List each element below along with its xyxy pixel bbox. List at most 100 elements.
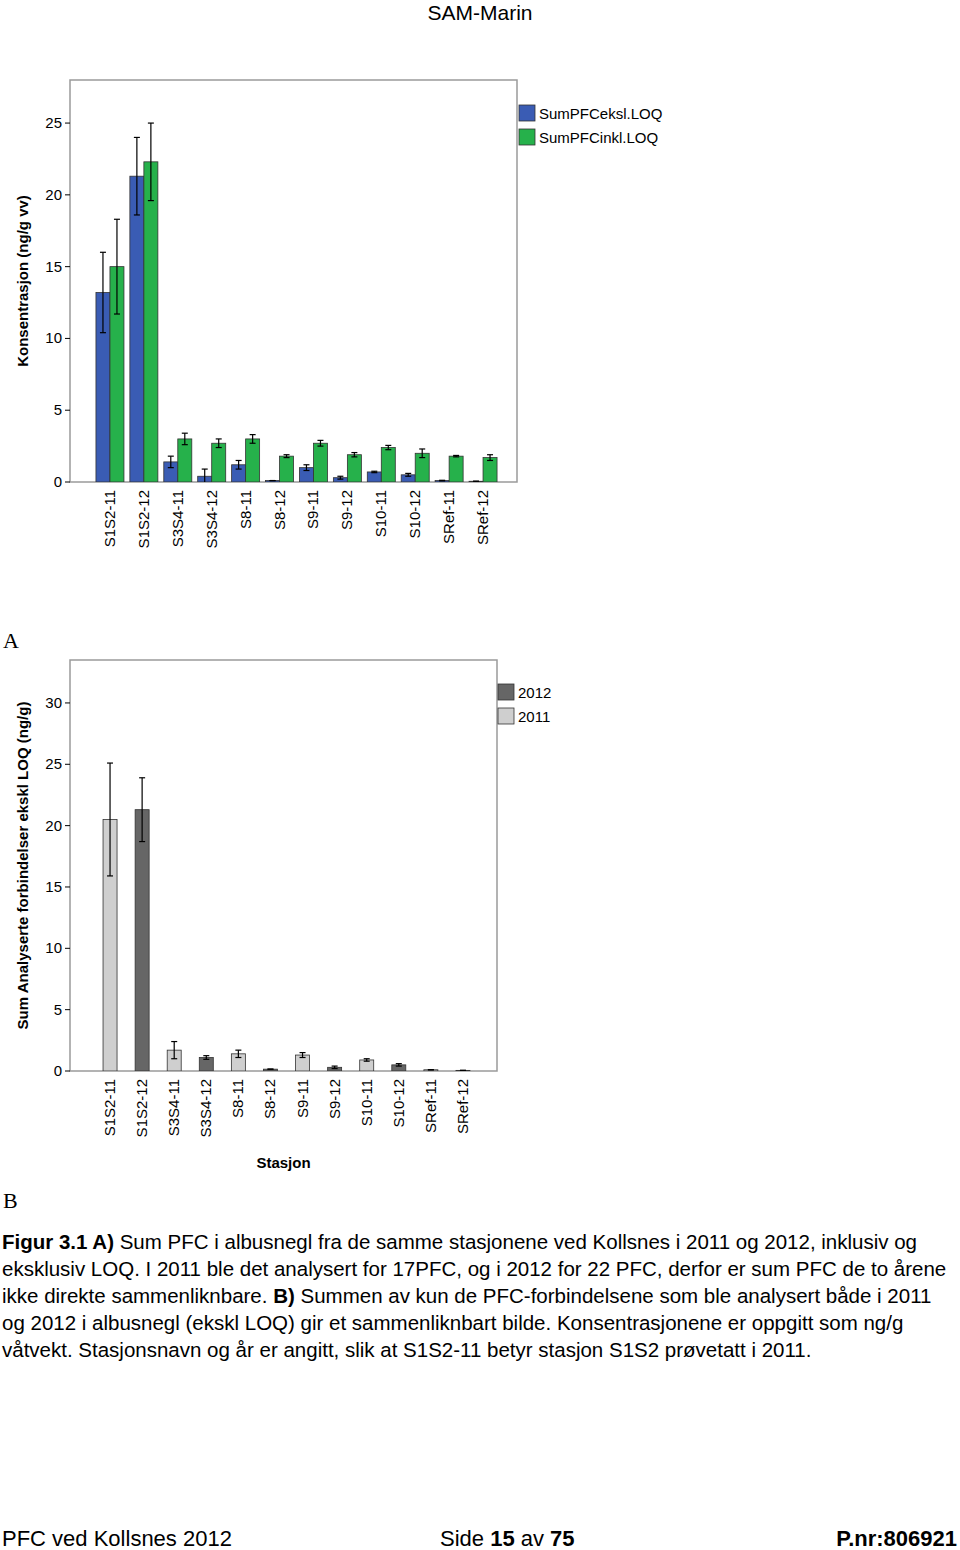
legend-swatch bbox=[498, 708, 514, 724]
x-tick-label: S9-12 bbox=[326, 1079, 343, 1119]
y-tick-label: 10 bbox=[45, 939, 62, 956]
y-tick-label: 20 bbox=[45, 186, 62, 203]
x-tick-label: S3S4-11 bbox=[169, 490, 186, 547]
bar bbox=[135, 810, 149, 1071]
x-tick-label: S3S4-12 bbox=[203, 490, 220, 548]
bar bbox=[483, 458, 497, 482]
y-tick bbox=[65, 1009, 70, 1010]
error-bar bbox=[453, 455, 459, 456]
error-bar bbox=[303, 465, 309, 471]
x-tick-label: S9-11 bbox=[304, 490, 321, 529]
error-bar bbox=[487, 455, 493, 461]
x-tick-label: SRef-12 bbox=[474, 490, 491, 545]
panel-label: B bbox=[3, 1188, 18, 1213]
y-tick bbox=[65, 948, 70, 949]
error-bar bbox=[270, 480, 276, 481]
error-bar bbox=[182, 433, 188, 444]
bar bbox=[424, 1070, 438, 1071]
error-bar bbox=[332, 1066, 338, 1068]
legend-label: 2012 bbox=[518, 684, 551, 701]
y-tick bbox=[65, 266, 70, 267]
error-bar bbox=[107, 763, 113, 876]
legend-swatch bbox=[498, 684, 514, 700]
y-tick bbox=[65, 338, 70, 339]
x-tick-label: S1S2-12 bbox=[135, 490, 152, 548]
x-tick-label: S1S2-11 bbox=[101, 1079, 118, 1136]
footer-page: 75 bbox=[550, 1526, 574, 1550]
x-tick-label: S8-11 bbox=[229, 1079, 246, 1118]
marks bbox=[96, 123, 497, 482]
bar bbox=[130, 176, 144, 482]
bar bbox=[266, 481, 280, 482]
error-bar bbox=[428, 1069, 434, 1070]
error-bar bbox=[235, 1050, 241, 1057]
y-tick bbox=[65, 886, 70, 887]
error-bar bbox=[202, 469, 208, 482]
y-tick bbox=[65, 482, 70, 483]
bar bbox=[178, 439, 192, 482]
bar bbox=[296, 1055, 310, 1071]
error-bar bbox=[236, 460, 242, 469]
error-bar bbox=[216, 439, 222, 448]
error-bar bbox=[171, 1042, 177, 1059]
bar bbox=[415, 453, 429, 482]
y-tick-label: 10 bbox=[45, 329, 62, 346]
x-tick-label: S8-12 bbox=[271, 490, 288, 530]
error-bar bbox=[460, 1070, 466, 1071]
error-bar bbox=[284, 455, 290, 458]
plot-frame bbox=[70, 660, 497, 1071]
legend-label: SumPFCinkl.LOQ bbox=[539, 129, 658, 146]
x-tick-label: S3S4-11 bbox=[165, 1079, 182, 1136]
y-axis-label: Sum Analyserte forbindelser ekskl LOQ (n… bbox=[14, 702, 31, 1030]
y-tick-label: 30 bbox=[45, 694, 62, 711]
legend-label: 2011 bbox=[518, 708, 550, 725]
y-tick bbox=[65, 702, 70, 703]
x-tick-label: S10-12 bbox=[406, 490, 423, 538]
bar bbox=[367, 472, 381, 482]
caption-text: B) bbox=[273, 1284, 295, 1307]
error-bar bbox=[396, 1064, 402, 1066]
x-tick-label: S8-12 bbox=[261, 1079, 278, 1119]
bar bbox=[401, 475, 415, 482]
bar bbox=[246, 439, 260, 482]
y-tick-label: 0 bbox=[54, 473, 62, 490]
bar bbox=[392, 1065, 406, 1071]
y-axis-label: Konsentrasjon (ng/g vv) bbox=[14, 195, 31, 367]
x-tick-label: S10-12 bbox=[390, 1079, 407, 1127]
y-tick bbox=[65, 410, 70, 411]
caption: Figur 3.1 A) Sum PFC i albusnegl fra de … bbox=[2, 1228, 954, 1363]
y-tick-label: 5 bbox=[54, 1001, 62, 1018]
bar bbox=[313, 443, 327, 482]
plot-frame bbox=[70, 80, 517, 482]
error-bar bbox=[203, 1056, 209, 1060]
legend-label: SumPFCeksl.LOQ bbox=[539, 105, 662, 122]
y-tick-label: 5 bbox=[54, 401, 62, 418]
bar bbox=[199, 1058, 213, 1071]
bar bbox=[456, 1070, 470, 1071]
footer-page: av bbox=[515, 1526, 550, 1550]
bar bbox=[469, 481, 483, 482]
y-tick-label: 25 bbox=[45, 114, 62, 131]
bar bbox=[381, 448, 395, 482]
bar bbox=[144, 162, 158, 482]
y-tick bbox=[65, 123, 70, 124]
caption-text: Figur 3.1 A) bbox=[2, 1230, 114, 1253]
error-bar bbox=[405, 473, 411, 476]
error-bar bbox=[473, 481, 479, 482]
header-title: SAM-Marin bbox=[427, 1, 532, 24]
error-bar bbox=[168, 456, 174, 467]
x-tick-label: SRef-11 bbox=[440, 490, 457, 544]
x-tick-label: S10-11 bbox=[372, 490, 389, 537]
bar bbox=[449, 456, 463, 482]
error-bar bbox=[364, 1059, 370, 1061]
x-tick-label: S8-11 bbox=[237, 490, 254, 529]
bar bbox=[280, 456, 294, 482]
x-tick-label: S1S2-11 bbox=[101, 490, 118, 547]
x-tick-label: S3S4-12 bbox=[197, 1079, 214, 1137]
y-tick-label: 25 bbox=[45, 755, 62, 772]
footer-page: 15 bbox=[490, 1526, 514, 1550]
chart: 0510152025Konsentrasjon (ng/g vv)S1S2-11… bbox=[14, 80, 662, 548]
y-tick-label: 0 bbox=[54, 1062, 62, 1079]
y-tick bbox=[65, 194, 70, 195]
x-tick-label: SRef-12 bbox=[454, 1079, 471, 1134]
